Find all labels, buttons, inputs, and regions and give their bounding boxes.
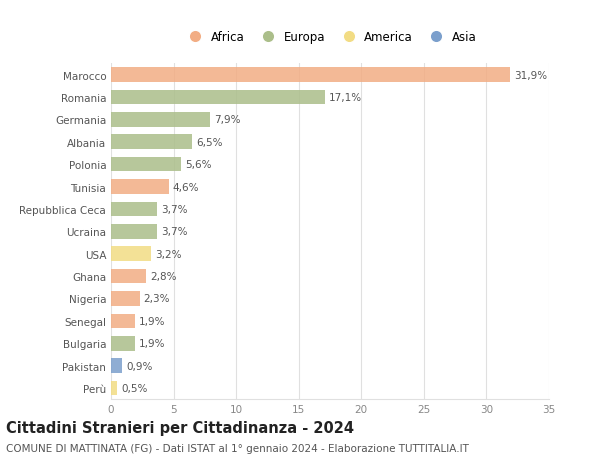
Legend: Africa, Europa, America, Asia: Africa, Europa, America, Asia [179,27,481,49]
Text: 0,9%: 0,9% [126,361,152,371]
Text: 1,9%: 1,9% [139,338,165,348]
Text: COMUNE DI MATTINATA (FG) - Dati ISTAT al 1° gennaio 2024 - Elaborazione TUTTITAL: COMUNE DI MATTINATA (FG) - Dati ISTAT al… [6,443,469,453]
Bar [111,90,325,105]
Bar [111,202,157,217]
Text: 2,3%: 2,3% [143,294,170,304]
Text: 1,9%: 1,9% [139,316,165,326]
Text: 3,2%: 3,2% [155,249,181,259]
Text: 3,7%: 3,7% [161,204,188,214]
Bar [111,224,157,239]
Bar [111,336,135,351]
Bar [111,113,210,127]
Bar [111,269,146,284]
Bar [111,358,122,373]
Text: 5,6%: 5,6% [185,160,211,170]
Text: 2,8%: 2,8% [150,271,176,281]
Text: Cittadini Stranieri per Cittadinanza - 2024: Cittadini Stranieri per Cittadinanza - 2… [6,420,354,435]
Text: 3,7%: 3,7% [161,227,188,237]
Bar [111,291,140,306]
Text: 4,6%: 4,6% [172,182,199,192]
Text: 7,9%: 7,9% [214,115,240,125]
Text: 0,5%: 0,5% [121,383,148,393]
Bar [111,68,510,83]
Bar [111,381,117,395]
Text: 17,1%: 17,1% [329,93,362,103]
Bar [111,247,151,261]
Text: 6,5%: 6,5% [196,137,223,147]
Bar [111,135,193,150]
Text: 31,9%: 31,9% [514,70,547,80]
Bar [111,180,169,194]
Bar [111,157,181,172]
Bar [111,314,135,328]
